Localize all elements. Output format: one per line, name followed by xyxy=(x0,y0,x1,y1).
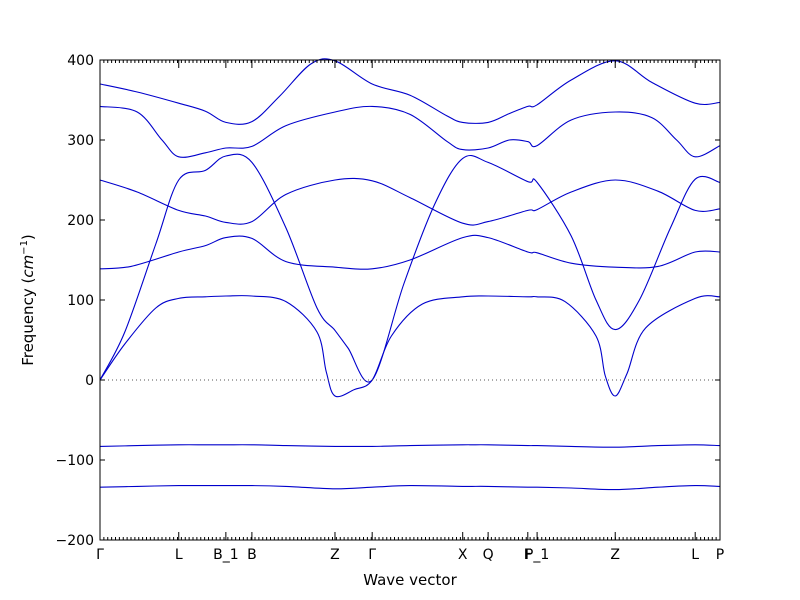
y-axis-label: Frequency (cm−1) xyxy=(19,234,37,366)
y-axis-label-close: ) xyxy=(19,234,37,240)
y-tick-label: −100 xyxy=(56,453,94,469)
y-axis-label-text: Frequency xyxy=(19,288,37,366)
x-tick-label: P xyxy=(716,547,724,563)
band-8 xyxy=(99,58,721,125)
x-tick-label: Γ xyxy=(368,547,376,563)
x-tick-label: P_1 xyxy=(525,547,549,563)
band-5 xyxy=(99,234,721,270)
x-tick-label: Q xyxy=(483,547,494,563)
x-minor-ticks xyxy=(99,60,721,540)
x-tick-label: B_1 xyxy=(213,547,239,563)
y-axis-label-exponent: −1 xyxy=(19,240,30,255)
x-tick-label: Z xyxy=(610,547,620,563)
band-2 xyxy=(99,444,721,448)
x-axis: Γ L B_1 B Z Γ X Q FP_1 Z L P xyxy=(96,60,724,563)
x-tick-label: L xyxy=(691,547,699,563)
band-6 xyxy=(99,177,721,226)
band-3 xyxy=(99,295,721,398)
band-lines xyxy=(99,58,721,491)
y-tick-label: 300 xyxy=(67,133,94,149)
y-tick-label: −200 xyxy=(56,533,94,549)
band-4 xyxy=(99,153,721,383)
x-tick-label: L xyxy=(175,547,183,563)
x-axis-label: Wave vector xyxy=(363,571,457,589)
plot-frame xyxy=(99,59,721,541)
y-axis: −200 −100 0 100 200 300 400 xyxy=(56,53,720,549)
y-axis-label-open: ( xyxy=(19,278,37,289)
x-tick-label: Γ xyxy=(96,547,104,563)
y-tick-label: 100 xyxy=(67,293,94,309)
y-tick-label: 0 xyxy=(85,373,94,389)
y-tick-label: 400 xyxy=(67,53,94,69)
x-tick-label: Z xyxy=(330,547,340,563)
y-tick-label: 200 xyxy=(67,213,94,229)
x-tick-label: F xyxy=(524,547,532,563)
y-axis-label-unit: cm xyxy=(19,255,37,278)
x-tick-label: B xyxy=(247,547,257,563)
band-7 xyxy=(99,105,721,158)
band-1 xyxy=(99,485,721,491)
x-tick-label: X xyxy=(458,547,468,563)
